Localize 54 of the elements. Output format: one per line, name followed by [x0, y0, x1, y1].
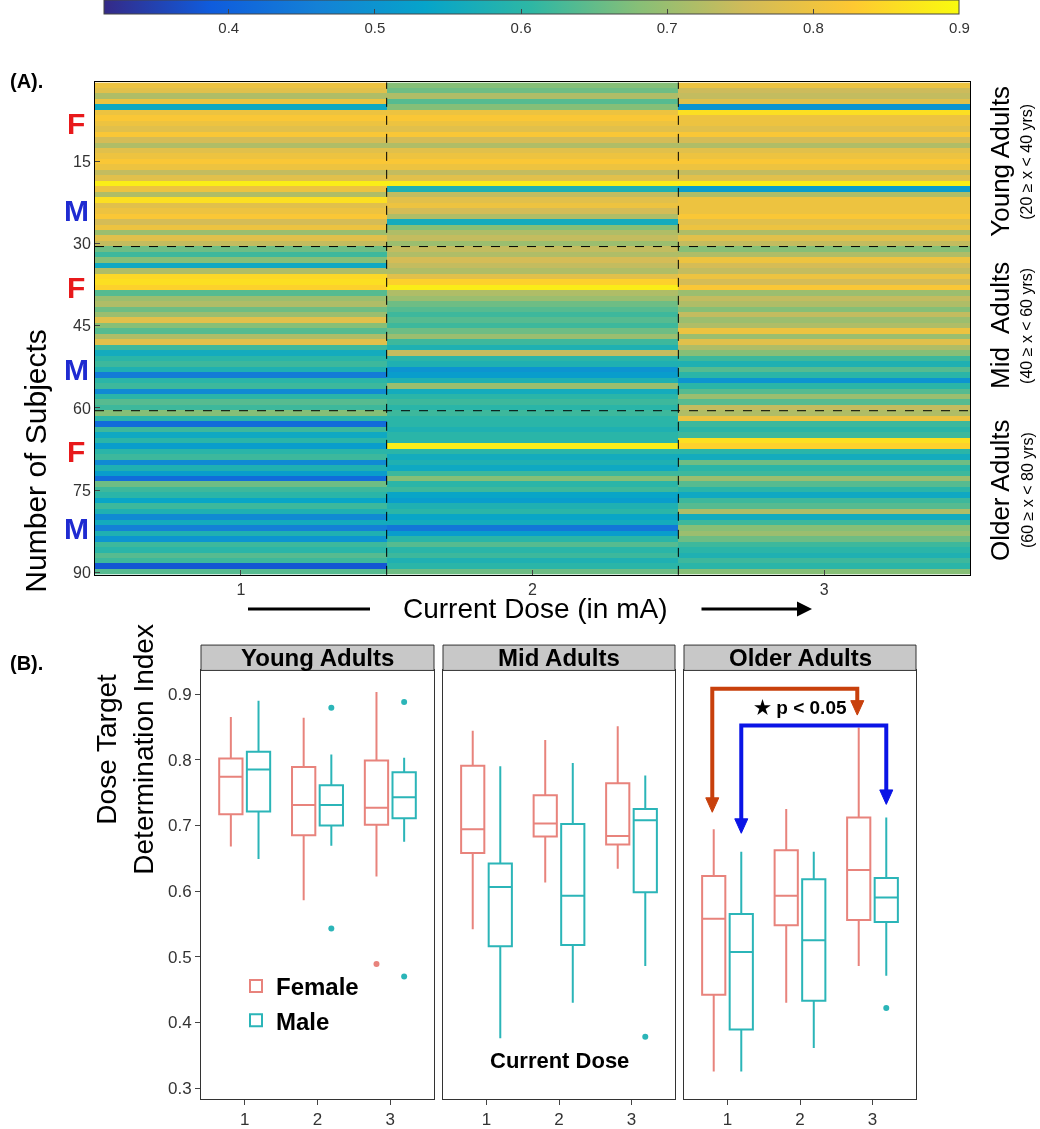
y-tick-label: 0.7 — [167, 816, 192, 836]
color-bar-label: 0.5 — [364, 19, 386, 36]
x-tick-label: 3 — [819, 581, 829, 599]
text: Older Adults — [984, 419, 1015, 562]
x-axis-title: Current Dose — [490, 1048, 630, 1073]
x-tick-label: 3 — [385, 1109, 396, 1129]
x-tick-label: 1 — [236, 581, 246, 599]
text: Young Adults — [985, 85, 1016, 237]
x-tick-label: 1 — [481, 1109, 492, 1129]
legend-label: Male — [276, 1007, 330, 1035]
color-bar-label: 0.7 — [656, 19, 678, 36]
text: (40 ≥ x < 60 yrs) — [1018, 267, 1036, 384]
legend-label: Female — [276, 973, 359, 1001]
chart-title: Mid Adults — [498, 644, 620, 671]
y-tick-label: 0.6 — [167, 882, 192, 901]
chart-title: Young Adults — [241, 644, 395, 671]
x-tick-label: 2 — [528, 581, 538, 599]
y-tick-label: 75 — [73, 481, 91, 499]
text: F — [67, 435, 86, 468]
chart-title: Older Adults — [729, 644, 873, 671]
y-tick-label: 0.5 — [167, 947, 192, 967]
text: (B). — [10, 652, 44, 674]
x-tick-label: 2 — [312, 1109, 323, 1129]
y-tick-label: 90 — [73, 563, 91, 581]
y-tick-label: 15 — [73, 153, 91, 171]
color-bar-label: 0.8 — [802, 19, 824, 36]
text: F — [67, 107, 86, 140]
text: F — [67, 271, 86, 304]
y-tick-label: 0.9 — [167, 685, 192, 705]
text: M — [64, 512, 89, 545]
text: M — [64, 353, 89, 386]
color-bar-label: 0.6 — [510, 19, 532, 36]
color-bar-label: 0.4 — [218, 19, 240, 36]
text: (60 ≥ x < 80 yrs) — [1018, 432, 1036, 549]
y-tick-label: 0.4 — [167, 1013, 192, 1033]
y-axis-title: Number of Subjects — [19, 329, 53, 593]
y-axis-title: Dose Target Determination Index — [91, 624, 159, 875]
x-tick-label: 2 — [795, 1109, 805, 1129]
text: (20 ≥ x < 40 yrs) — [1018, 103, 1036, 220]
x-tick-label: 3 — [626, 1109, 637, 1129]
text: M — [64, 194, 89, 227]
text: (A). — [10, 70, 44, 92]
y-tick-label: 0.3 — [167, 1078, 192, 1098]
y-tick-label: 30 — [73, 235, 91, 253]
y-tick-label: 45 — [73, 317, 91, 335]
x-tick-label: 2 — [554, 1109, 564, 1129]
color-bar-label: 0.9 — [949, 19, 970, 36]
x-tick-label: 1 — [239, 1109, 250, 1129]
text: Mid Adults — [985, 261, 1016, 389]
x-tick-label: 1 — [722, 1109, 733, 1129]
x-tick-label: 3 — [867, 1109, 878, 1129]
y-tick-label: 60 — [73, 399, 91, 417]
y-tick-label: 0.8 — [167, 750, 192, 770]
annotation: ★ p < 0.05 — [754, 697, 847, 718]
